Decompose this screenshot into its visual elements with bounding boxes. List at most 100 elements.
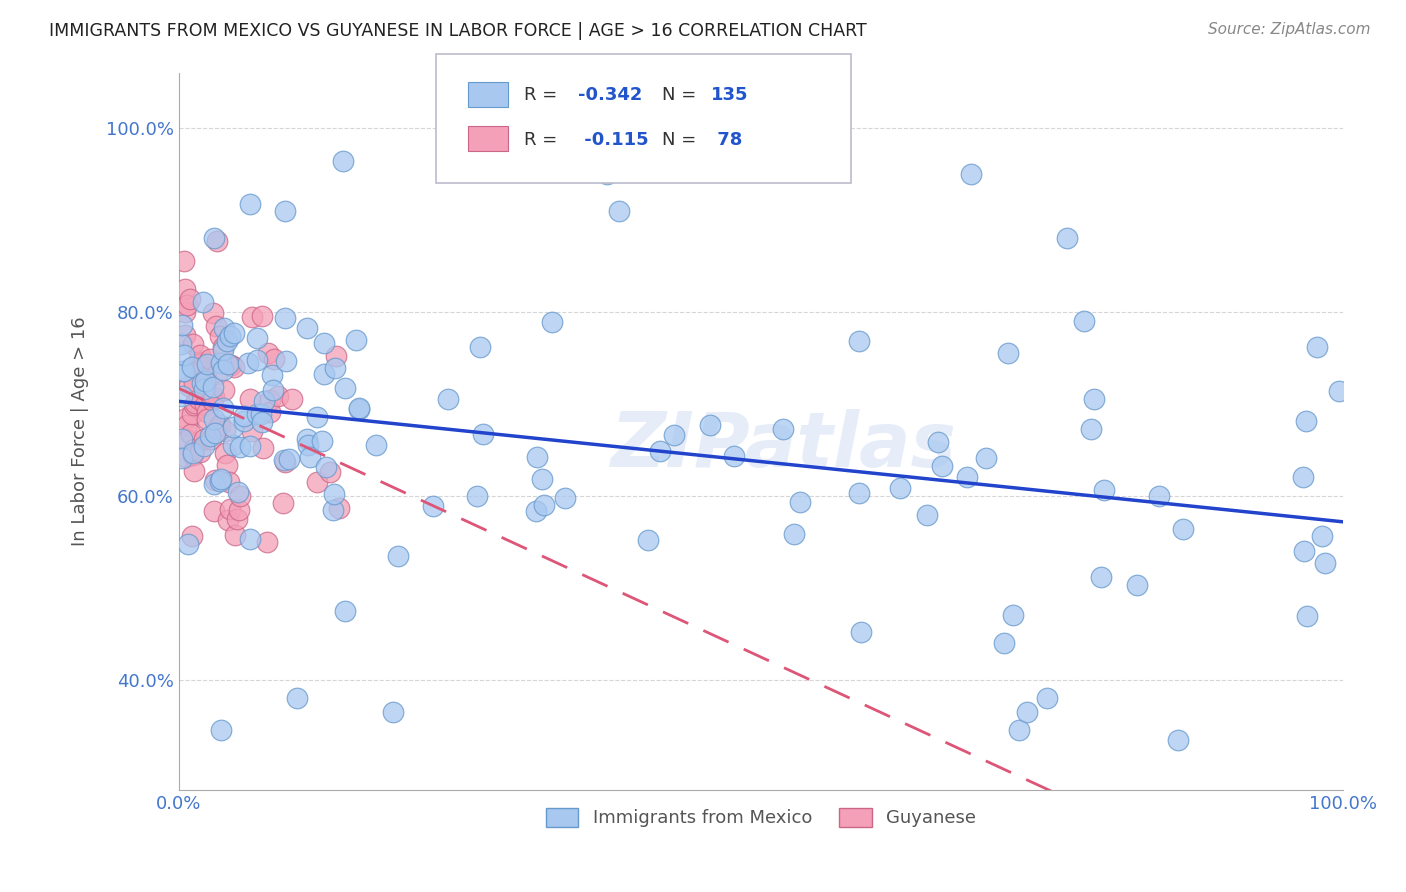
Point (1327, 384, 1350, 399)
Point (1092, 483, 1115, 497)
Point (170, 318, 193, 332)
Point (209, 473, 232, 487)
Point (193, 432, 215, 446)
Point (524, 504, 547, 518)
Point (202, 306, 225, 320)
Point (1310, 529, 1333, 543)
Point (183, 442, 205, 457)
Text: -0.342: -0.342 (578, 87, 643, 104)
Point (214, 446, 236, 460)
Point (240, 310, 263, 325)
Point (179, 379, 201, 393)
Point (202, 503, 225, 517)
Point (772, 422, 794, 436)
Point (174, 327, 197, 342)
Point (699, 417, 721, 432)
Point (191, 376, 214, 390)
Text: -0.115: -0.115 (578, 131, 648, 149)
Point (956, 470, 979, 484)
Point (172, 364, 194, 378)
Point (226, 512, 249, 526)
Point (217, 513, 239, 527)
Point (554, 491, 576, 505)
Point (312, 335, 335, 350)
Point (217, 357, 239, 371)
Point (321, 503, 343, 517)
Point (349, 401, 371, 415)
Point (387, 549, 409, 563)
Point (1015, 705, 1038, 719)
Point (1056, 231, 1078, 245)
Point (208, 328, 231, 343)
Point (176, 417, 198, 432)
Text: R =: R = (524, 131, 564, 149)
Point (205, 367, 228, 381)
Point (205, 422, 228, 436)
Point (1007, 723, 1029, 738)
Point (851, 624, 873, 639)
Point (848, 485, 870, 500)
Point (229, 440, 252, 454)
Point (323, 487, 346, 501)
Point (239, 439, 262, 453)
Point (256, 534, 278, 549)
Point (782, 527, 804, 541)
Point (217, 458, 239, 473)
Point (1073, 314, 1095, 328)
Point (188, 357, 211, 371)
Point (323, 360, 346, 375)
Point (333, 604, 356, 618)
Point (173, 364, 195, 378)
Point (252, 441, 274, 455)
Point (202, 412, 225, 426)
Point (224, 527, 246, 541)
Point (332, 153, 354, 168)
Point (271, 495, 294, 509)
Point (297, 438, 319, 452)
Point (233, 409, 256, 424)
Point (212, 343, 235, 357)
Point (246, 331, 269, 345)
Legend: Immigrants from Mexico, Guyanese: Immigrants from Mexico, Guyanese (538, 801, 983, 835)
Point (204, 426, 226, 441)
Point (1147, 489, 1170, 503)
Point (1306, 340, 1329, 354)
Point (607, 203, 630, 218)
Text: ZIPatlas: ZIPatlas (612, 409, 957, 483)
Point (170, 337, 193, 351)
Point (174, 282, 197, 296)
Point (596, 167, 619, 181)
Point (197, 357, 219, 371)
Point (1035, 691, 1057, 706)
Point (468, 340, 491, 354)
Point (250, 415, 273, 429)
Point (931, 458, 953, 473)
Point (193, 294, 215, 309)
Point (214, 424, 236, 438)
Point (170, 389, 193, 403)
Point (180, 408, 202, 422)
Point (173, 348, 195, 362)
Point (257, 345, 280, 359)
Point (648, 444, 671, 458)
Point (319, 465, 342, 479)
Text: N =: N = (662, 87, 702, 104)
Text: IMMIGRANTS FROM MEXICO VS GUYANESE IN LABOR FORCE | AGE > 16 CORRELATION CHART: IMMIGRANTS FROM MEXICO VS GUYANESE IN LA… (49, 22, 868, 40)
Point (222, 360, 245, 375)
Point (1295, 414, 1317, 428)
Point (228, 489, 250, 503)
Text: 78: 78 (711, 131, 742, 149)
Point (273, 452, 295, 467)
Point (228, 502, 250, 516)
Point (222, 420, 245, 434)
Point (993, 636, 1015, 650)
Point (188, 349, 211, 363)
Point (1167, 733, 1189, 747)
Point (530, 472, 553, 486)
Point (195, 405, 218, 419)
Point (1292, 469, 1315, 483)
Point (344, 333, 367, 347)
Point (195, 370, 218, 384)
Point (211, 340, 233, 354)
Point (222, 438, 245, 452)
